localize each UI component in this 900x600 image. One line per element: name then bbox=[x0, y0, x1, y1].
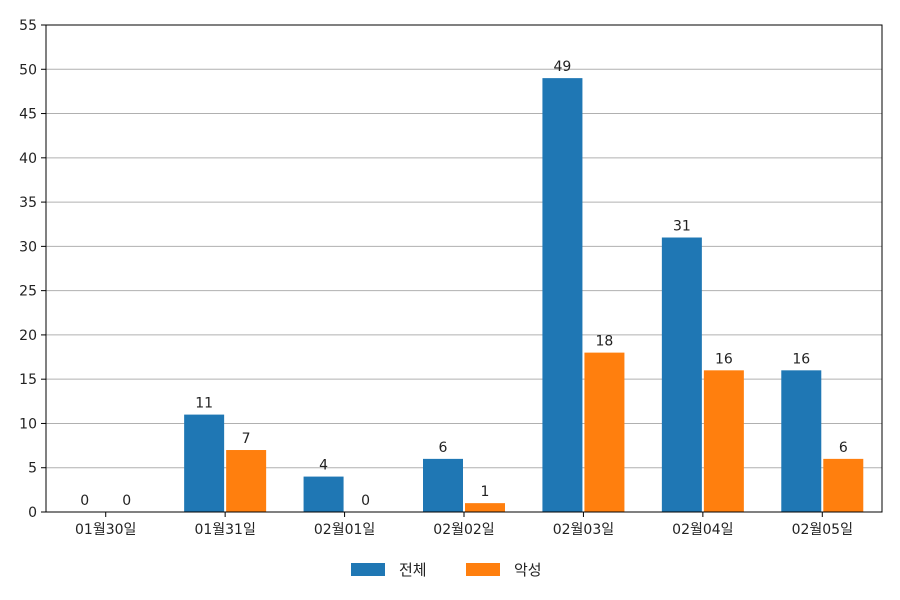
bar bbox=[542, 78, 583, 513]
y-tick-label: 15 bbox=[19, 372, 37, 388]
y-tick-label: 45 bbox=[19, 107, 37, 123]
bar bbox=[226, 450, 267, 512]
x-tick-label: 02월03일 bbox=[553, 522, 614, 538]
gridlines bbox=[46, 68, 882, 469]
y-tick-label: 40 bbox=[19, 151, 37, 167]
x-axis: 01월30일 01월31일 02월01일 02월02일 02월03일 02월04일 02월0… bbox=[75, 512, 853, 538]
bar-value-label: 7 bbox=[242, 431, 251, 447]
bar bbox=[781, 370, 822, 512]
bar-value-label: 0 bbox=[361, 493, 370, 509]
x-tick-label: 02월04일 bbox=[672, 522, 733, 538]
bar-value-label: 16 bbox=[715, 351, 733, 367]
x-tick-label: 01월31일 bbox=[194, 522, 255, 538]
bar bbox=[703, 370, 744, 512]
y-tick-label: 10 bbox=[19, 416, 37, 432]
y-tick-label: 30 bbox=[19, 239, 37, 255]
plot-frame bbox=[45, 24, 883, 513]
bar-value-label: 6 bbox=[839, 440, 848, 456]
bar-value-label: 0 bbox=[80, 493, 89, 509]
x-tick-label: 02월01일 bbox=[314, 522, 375, 538]
bars bbox=[184, 78, 864, 513]
bar-value-label: 6 bbox=[439, 440, 448, 456]
bar bbox=[465, 503, 505, 512]
bar bbox=[823, 458, 864, 512]
y-tick-label: 0 bbox=[28, 505, 37, 521]
y-tick-label: 20 bbox=[19, 328, 37, 344]
bar bbox=[184, 414, 225, 512]
x-tick-label: 02월05일 bbox=[792, 522, 853, 538]
y-tick-label: 5 bbox=[28, 461, 37, 477]
y-tick-label: 50 bbox=[19, 62, 37, 78]
legend-swatch bbox=[466, 563, 500, 576]
bar-value-label: 0 bbox=[122, 493, 131, 509]
bar bbox=[584, 352, 625, 512]
bar bbox=[303, 476, 344, 512]
data-labels: 0 0 11 7 4 0 6 1 49 18 31 16 16 6 bbox=[80, 59, 848, 509]
bar-value-label: 16 bbox=[792, 351, 810, 367]
y-tick-label: 25 bbox=[19, 284, 37, 300]
y-axis: 0 5 10 15 20 25 30 35 40 45 50 55 bbox=[19, 18, 46, 521]
legend-label: 전체 bbox=[399, 561, 427, 579]
bar-value-label: 31 bbox=[673, 219, 691, 235]
bar bbox=[423, 458, 463, 512]
bar-value-label: 11 bbox=[195, 396, 213, 412]
bar-value-label: 18 bbox=[596, 334, 614, 350]
x-tick-label: 01월30일 bbox=[75, 522, 136, 538]
legend-swatch bbox=[351, 563, 385, 576]
legend: 전체 악성 bbox=[351, 561, 542, 579]
bar bbox=[661, 237, 702, 512]
bar-value-label: 49 bbox=[554, 59, 572, 75]
y-tick-label: 35 bbox=[19, 195, 37, 211]
bar-value-label: 4 bbox=[319, 458, 328, 474]
x-tick-label: 02월02일 bbox=[433, 522, 494, 538]
y-tick-label: 55 bbox=[19, 18, 37, 34]
bar-value-label: 1 bbox=[481, 484, 490, 500]
legend-label: 악성 bbox=[514, 561, 542, 579]
